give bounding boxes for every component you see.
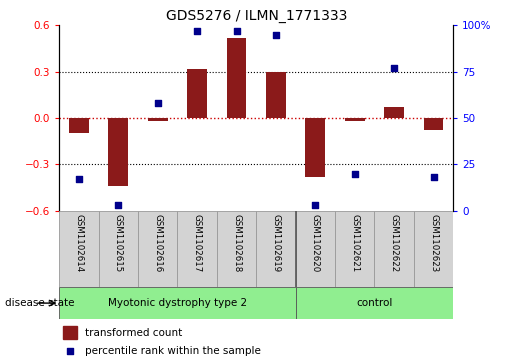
- Point: [66, 348, 74, 354]
- Point: [75, 176, 83, 182]
- Bar: [138, 211, 177, 287]
- Bar: [345, 118, 365, 121]
- Point: [390, 65, 398, 71]
- Text: GSM1102620: GSM1102620: [311, 213, 320, 272]
- Bar: [177, 211, 217, 287]
- Point: [272, 32, 280, 38]
- Bar: [217, 211, 256, 287]
- Bar: [384, 107, 404, 118]
- Text: GSM1102617: GSM1102617: [193, 213, 201, 272]
- Bar: [266, 72, 286, 118]
- Bar: [227, 38, 246, 118]
- Text: GSM1102614: GSM1102614: [75, 213, 83, 272]
- Bar: [99, 211, 138, 287]
- Bar: [374, 211, 414, 287]
- Point: [351, 171, 359, 176]
- Text: control: control: [356, 298, 392, 308]
- Point: [430, 174, 438, 180]
- Text: GSM1102622: GSM1102622: [390, 213, 399, 272]
- Point: [311, 202, 319, 208]
- Bar: [335, 211, 374, 287]
- Bar: [296, 211, 335, 287]
- Bar: [256, 211, 296, 287]
- Bar: [148, 118, 167, 121]
- Bar: [305, 118, 325, 177]
- Text: GSM1102616: GSM1102616: [153, 213, 162, 272]
- Bar: [63, 326, 77, 339]
- Bar: [59, 287, 296, 319]
- Bar: [187, 69, 207, 118]
- Bar: [414, 211, 453, 287]
- Bar: [59, 211, 99, 287]
- Point: [153, 100, 162, 106]
- Text: GSM1102618: GSM1102618: [232, 213, 241, 272]
- Title: GDS5276 / ILMN_1771333: GDS5276 / ILMN_1771333: [165, 9, 347, 23]
- Text: GSM1102615: GSM1102615: [114, 213, 123, 272]
- Text: percentile rank within the sample: percentile rank within the sample: [85, 346, 261, 356]
- Text: GSM1102623: GSM1102623: [429, 213, 438, 272]
- Bar: [69, 118, 89, 134]
- Text: Myotonic dystrophy type 2: Myotonic dystrophy type 2: [108, 298, 247, 308]
- Bar: [424, 118, 443, 130]
- Text: transformed count: transformed count: [85, 327, 182, 338]
- Point: [193, 28, 201, 34]
- Point: [232, 28, 241, 34]
- Point: [114, 202, 123, 208]
- Bar: [109, 118, 128, 186]
- Bar: [296, 287, 453, 319]
- Text: disease state: disease state: [5, 298, 75, 308]
- Text: GSM1102621: GSM1102621: [350, 213, 359, 272]
- Text: GSM1102619: GSM1102619: [271, 213, 280, 272]
